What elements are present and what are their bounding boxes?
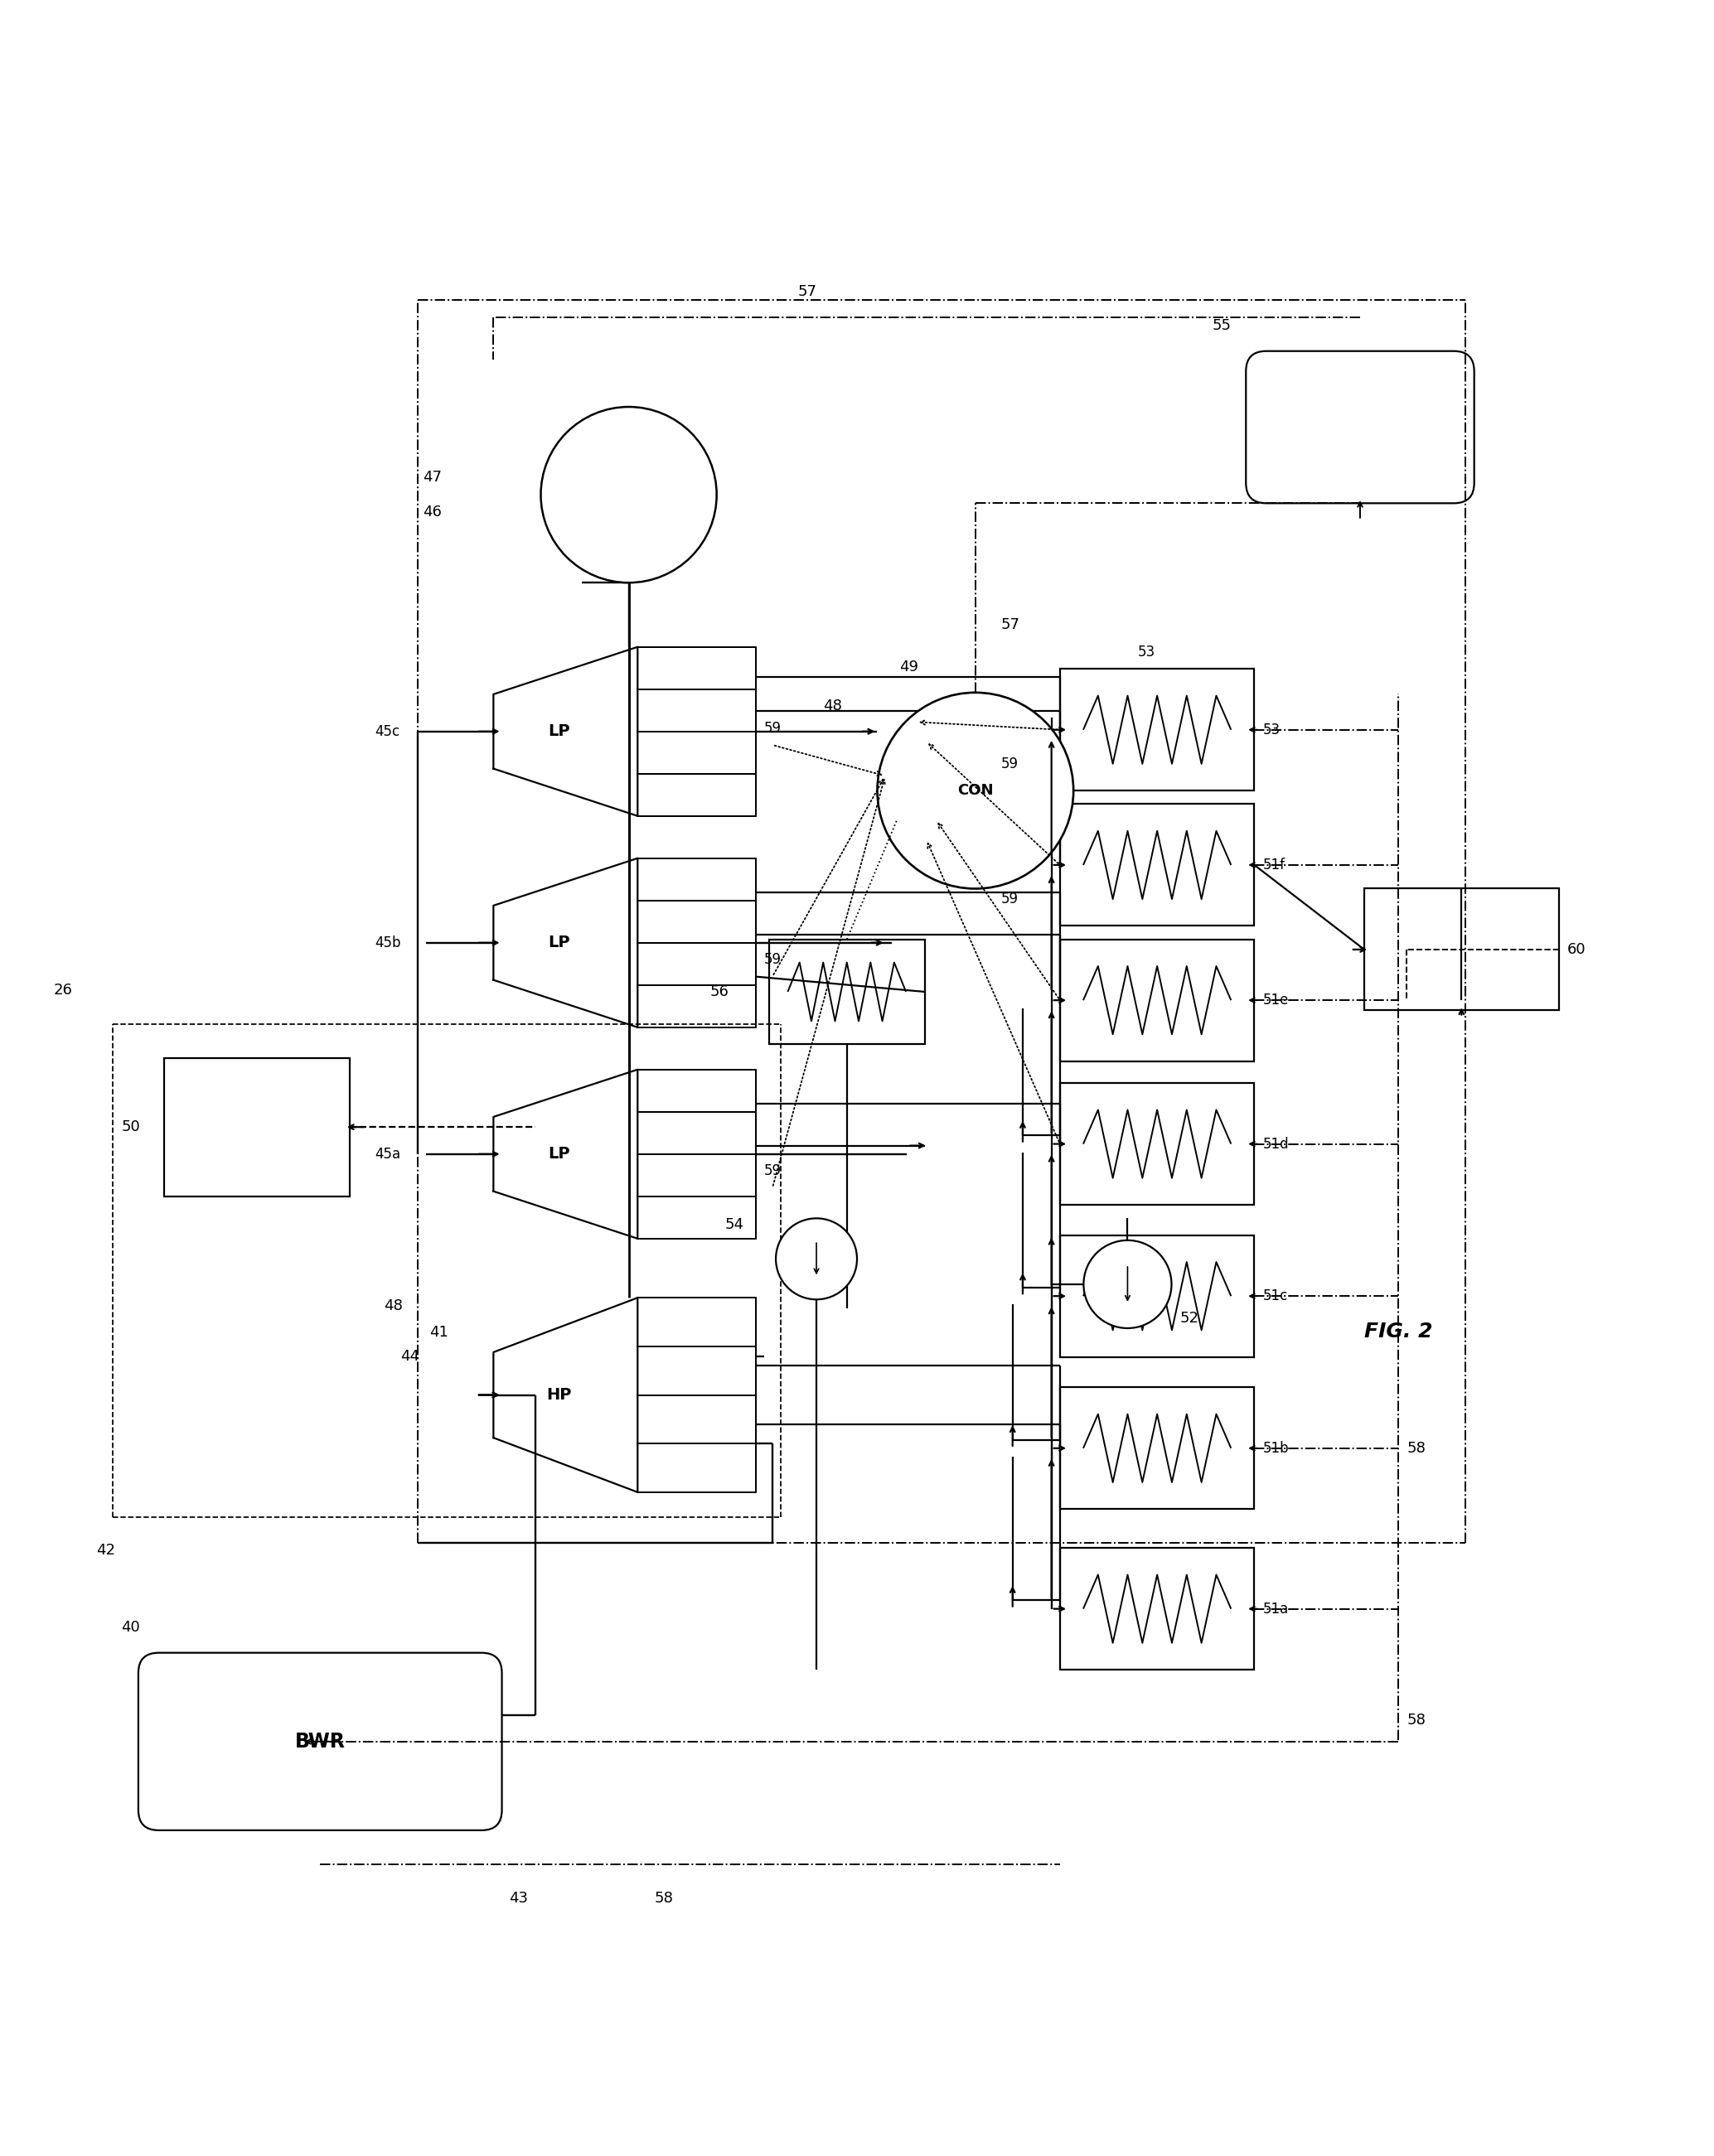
Text: 48: 48: [384, 1298, 403, 1313]
Text: LP: LP: [548, 936, 571, 951]
Text: 42: 42: [96, 1544, 115, 1559]
Text: 51f: 51f: [1263, 858, 1286, 873]
Text: 43: 43: [509, 1891, 528, 1906]
Polygon shape: [494, 647, 638, 815]
Bar: [1059, 1386, 1255, 1509]
Polygon shape: [638, 1298, 756, 1492]
Text: 60: 60: [1567, 942, 1585, 957]
Polygon shape: [638, 1069, 756, 1238]
Text: HP: HP: [547, 1386, 571, 1404]
Bar: [1059, 940, 1255, 1061]
Text: 50: 50: [122, 1119, 141, 1134]
Text: 45b: 45b: [375, 936, 401, 951]
Text: 59: 59: [764, 953, 782, 968]
Polygon shape: [494, 1069, 638, 1238]
Text: 53: 53: [1263, 722, 1280, 737]
Text: 54: 54: [725, 1218, 744, 1233]
Bar: [1059, 1548, 1255, 1669]
Circle shape: [878, 692, 1073, 888]
Text: 59: 59: [1001, 757, 1018, 772]
Text: CON: CON: [958, 783, 994, 798]
Text: 53: 53: [1138, 645, 1155, 660]
Text: 46: 46: [422, 505, 442, 520]
Text: 45a: 45a: [375, 1147, 401, 1162]
Bar: [1364, 888, 1558, 1011]
FancyBboxPatch shape: [1246, 351, 1474, 502]
Circle shape: [1083, 1240, 1172, 1328]
FancyBboxPatch shape: [139, 1654, 502, 1830]
Text: 58: 58: [1407, 1440, 1426, 1455]
Polygon shape: [638, 858, 756, 1026]
Polygon shape: [494, 858, 638, 1026]
Text: 52: 52: [1179, 1311, 1200, 1326]
Text: 45c: 45c: [375, 724, 399, 740]
Text: 49: 49: [900, 660, 919, 675]
Text: 59: 59: [1001, 890, 1018, 906]
Text: 51e: 51e: [1263, 992, 1289, 1007]
Bar: [1059, 804, 1255, 925]
Text: 44: 44: [401, 1350, 420, 1363]
Text: 48: 48: [823, 699, 842, 714]
Text: 58: 58: [1407, 1712, 1426, 1727]
Bar: [770, 940, 924, 1044]
Text: LP: LP: [548, 724, 571, 740]
Text: 51d: 51d: [1263, 1136, 1289, 1151]
Polygon shape: [494, 1298, 638, 1492]
Bar: [1059, 1235, 1255, 1356]
Bar: [1059, 1082, 1255, 1205]
Text: 26: 26: [53, 983, 72, 998]
Polygon shape: [638, 647, 756, 815]
Text: 41: 41: [428, 1326, 447, 1341]
Circle shape: [776, 1218, 857, 1300]
Bar: [1059, 668, 1255, 791]
Text: 59: 59: [764, 1164, 782, 1179]
Text: 58: 58: [655, 1891, 674, 1906]
Circle shape: [542, 407, 716, 582]
Text: 51a: 51a: [1263, 1602, 1289, 1617]
Text: BWR: BWR: [295, 1731, 345, 1751]
Bar: [165, 1059, 350, 1197]
Text: 55: 55: [1212, 319, 1231, 334]
Text: LP: LP: [548, 1147, 571, 1162]
Text: 47: 47: [422, 470, 442, 485]
Text: 57: 57: [1001, 617, 1020, 632]
Text: 51b: 51b: [1263, 1440, 1289, 1455]
Text: 51c: 51c: [1263, 1289, 1287, 1304]
Text: 59: 59: [764, 720, 782, 735]
Text: 56: 56: [710, 985, 728, 998]
Text: FIG. 2: FIG. 2: [1364, 1322, 1433, 1341]
Text: 40: 40: [122, 1619, 141, 1634]
Text: 57: 57: [797, 285, 818, 300]
